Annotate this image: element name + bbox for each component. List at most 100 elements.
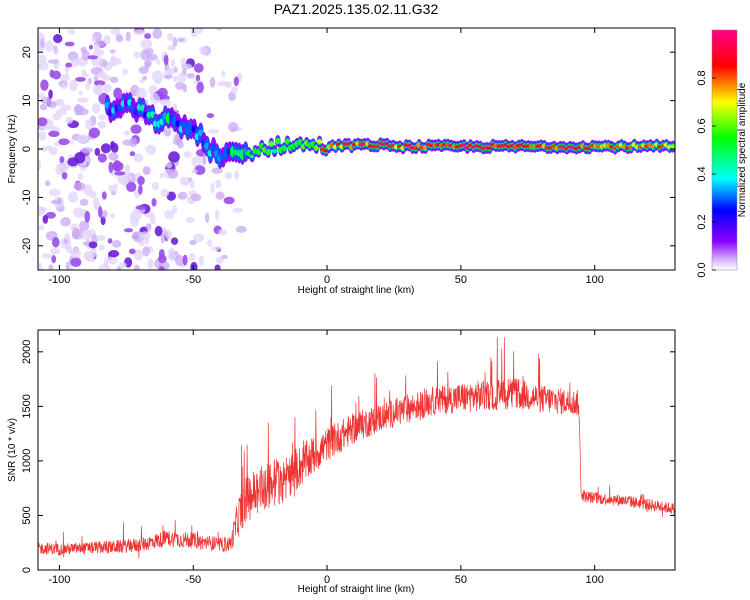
colorbar: 0.0 0.2 0.4 0.6 0.8 Normalized spectral ampl…: [696, 29, 748, 278]
heatmap-noise-cell: [88, 44, 94, 50]
heatmap-noise-cell: [157, 87, 168, 98]
heatmap-y-tick-label: -20: [21, 238, 33, 254]
heatmap-y-tick-label: 20: [21, 46, 33, 58]
heatmap-noise-cell: [108, 152, 119, 161]
heatmap-noise-cell: [69, 79, 78, 92]
snr-x-tick-label: 0: [324, 574, 330, 586]
heatmap-noise-cell: [97, 153, 107, 163]
heatmap-noise-cell: [48, 130, 60, 138]
heatmap-noise-cell: [96, 234, 106, 241]
heatmap-noise-cell: [44, 180, 51, 187]
heatmap-noise-cell: [199, 46, 208, 55]
heatmap-noise-cell: [181, 63, 193, 70]
heatmap-noise-cell: [233, 76, 239, 87]
heatmap-noise-cell: [101, 191, 107, 200]
heatmap-noise-cell: [171, 205, 178, 214]
heatmap-noise-cell: [60, 217, 71, 227]
heatmap-noise-cell: [191, 169, 198, 174]
heatmap-noise-cell: [111, 240, 122, 248]
heatmap-noise-cell: [109, 213, 116, 219]
heatmap-noise-cell: [48, 89, 53, 100]
heatmap-noise-cell: [152, 28, 163, 39]
heatmap-noise-cell: [142, 246, 150, 257]
heatmap-noise-cell: [88, 241, 98, 249]
heatmap-noise-cell: [112, 161, 124, 172]
heatmap-track-cell: [265, 150, 272, 155]
heatmap-noise-cell: [53, 49, 60, 55]
heatmap-noise-cell: [142, 75, 148, 81]
heatmap-noise-cell: [47, 59, 59, 64]
heatmap-noise-cell: [166, 33, 174, 41]
heatmap-noise-cell: [196, 81, 204, 94]
heatmap-noise-cell: [167, 168, 179, 179]
heatmap-noise-cell: [206, 113, 215, 119]
heatmap-noise-cell: [98, 206, 103, 218]
heatmap-x-ticks: -100 -50 0 50 100: [48, 28, 604, 286]
heatmap-noise-cell: [73, 207, 84, 218]
heatmap-noise-cell: [182, 83, 188, 93]
heatmap-noise-cell: [108, 184, 114, 192]
heatmap-noise-cell: [38, 131, 47, 141]
heatmap-noise-cell: [190, 178, 195, 189]
heatmap-noise-cell: [163, 74, 173, 80]
heatmap-noise-cell: [220, 70, 226, 77]
heatmap-noise-cell: [50, 199, 61, 205]
heatmap-noise-cell: [49, 146, 58, 156]
heatmap-noise-cell: [38, 117, 48, 127]
heatmap-noise-cell: [91, 36, 96, 42]
heatmap-noise-cell: [172, 37, 178, 47]
heatmap-noise-cell: [101, 209, 108, 219]
snr-x-tick-label: 50: [455, 574, 467, 586]
heatmap-noise-cell: [132, 51, 143, 58]
heatmap-noise-cell: [198, 255, 204, 267]
heatmap-noise-cell: [193, 63, 204, 73]
heatmap-noise-cell: [150, 92, 161, 104]
heatmap-noise-cell: [76, 108, 89, 116]
heatmap-noise-cell: [52, 236, 60, 248]
heatmap-noise-cell: [55, 98, 65, 107]
heatmap-noise-cell: [51, 70, 61, 80]
heatmap-noise-cell: [133, 29, 146, 36]
heatmap-noise-cell: [81, 69, 87, 75]
heatmap-noise-cell: [156, 58, 161, 65]
heatmap-noise-cell: [138, 66, 149, 74]
heatmap-noise-cell: [104, 257, 109, 269]
heatmap-noise-cell: [71, 227, 80, 240]
heatmap-noise-cell: [149, 213, 156, 225]
heatmap-noise-cell: [70, 257, 82, 267]
heatmap-noise-cell: [77, 97, 89, 104]
heatmap-noise-cell: [159, 173, 165, 179]
heatmap-noise-cell: [224, 172, 233, 180]
heatmap-noise-cell: [117, 177, 129, 185]
snr-x-tick-label: 100: [586, 574, 604, 586]
heatmap-noise-cell: [223, 196, 235, 205]
heatmap-noise-cell: [164, 209, 175, 220]
heatmap-noise-cell: [70, 58, 80, 68]
heatmap-noise-cell: [130, 216, 140, 228]
heatmap-noise-cell: [91, 102, 101, 114]
heatmap-noise-cell: [57, 162, 69, 172]
heatmap-noise-cell: [103, 34, 111, 45]
heatmap-noise-cell: [167, 248, 174, 255]
heatmap-noise-cell: [40, 79, 49, 91]
snr-y-tick-label: 1000: [21, 449, 33, 473]
heatmap-x-tick-label: 100: [586, 274, 604, 286]
heatmap-noise-cell: [210, 246, 221, 251]
heatmap-noise-cell: [38, 64, 44, 69]
heatmap-noise-cell: [177, 191, 188, 200]
snr-y-ticks: 0 500 1000 1500 2000: [21, 340, 675, 573]
heatmap-noise-cell: [215, 256, 225, 264]
heatmap-noise-cell: [170, 237, 179, 245]
heatmap-noise-cell: [175, 254, 185, 267]
snr-y-tick-label: 1500: [21, 394, 33, 418]
heatmap-noise-cell: [45, 211, 56, 219]
heatmap-noise-cell: [189, 240, 197, 246]
heatmap-noise-cell: [183, 150, 192, 158]
heatmap-noise-cell: [154, 225, 163, 237]
heatmap-noise-cell: [207, 129, 220, 134]
heatmap-noise-cell: [125, 31, 131, 42]
heatmap-noise-cell: [207, 239, 213, 247]
heatmap-noise-cell: [177, 37, 185, 43]
heatmap-noise-cell: [93, 80, 106, 86]
